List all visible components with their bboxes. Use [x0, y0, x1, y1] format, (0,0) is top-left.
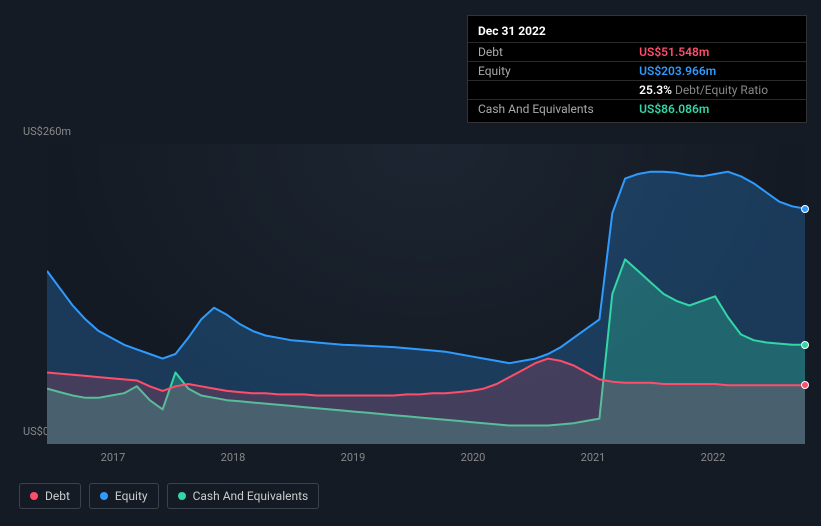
- legend-label: Cash And Equivalents: [193, 489, 309, 503]
- legend-label: Debt: [45, 489, 70, 503]
- x-axis-tick: 2018: [221, 451, 246, 464]
- x-axis-tick: 2022: [701, 451, 726, 464]
- tooltip-row-value: US$51.548m: [629, 43, 806, 62]
- chart-container: { "canvas": { "width": 821, "height": 52…: [0, 0, 821, 526]
- chart-tooltip: Dec 31 2022 DebtUS$51.548mEquityUS$203.9…: [467, 15, 807, 123]
- chart-legend: Debt Equity Cash And Equivalents: [19, 483, 319, 509]
- tooltip-row-value: 25.3% Debt/Equity Ratio: [629, 81, 806, 100]
- x-axis-tick: 2017: [101, 451, 126, 464]
- series-end-marker: [801, 205, 809, 213]
- tooltip-row-label: Cash And Equivalents: [468, 100, 629, 119]
- tooltip-row-value: US$203.966m: [629, 62, 806, 81]
- tooltip-table: DebtUS$51.548mEquityUS$203.966m25.3% Deb…: [468, 42, 806, 118]
- tooltip-row-label: Equity: [468, 62, 629, 81]
- x-axis-tick: 2019: [341, 451, 366, 464]
- legend-item[interactable]: Equity: [89, 483, 159, 509]
- legend-item[interactable]: Debt: [19, 483, 81, 509]
- tooltip-date: Dec 31 2022: [468, 20, 806, 42]
- series-end-marker: [801, 341, 809, 349]
- tooltip-row-label: [468, 81, 629, 100]
- tooltip-row-value: US$86.086m: [629, 100, 806, 119]
- legend-dot-icon: [100, 492, 108, 500]
- series-end-marker: [801, 381, 809, 389]
- legend-item[interactable]: Cash And Equivalents: [167, 483, 320, 509]
- legend-dot-icon: [178, 492, 186, 500]
- legend-dot-icon: [30, 492, 38, 500]
- y-axis-min-label: US$0: [23, 425, 49, 438]
- y-axis-max-label: US$260m: [23, 125, 71, 138]
- chart-plot-area[interactable]: [47, 144, 805, 444]
- x-axis-tick: 2021: [581, 451, 606, 464]
- chart-svg: [47, 144, 805, 444]
- legend-label: Equity: [115, 489, 148, 503]
- x-axis-tick: 2020: [461, 451, 486, 464]
- tooltip-row-label: Debt: [468, 43, 629, 62]
